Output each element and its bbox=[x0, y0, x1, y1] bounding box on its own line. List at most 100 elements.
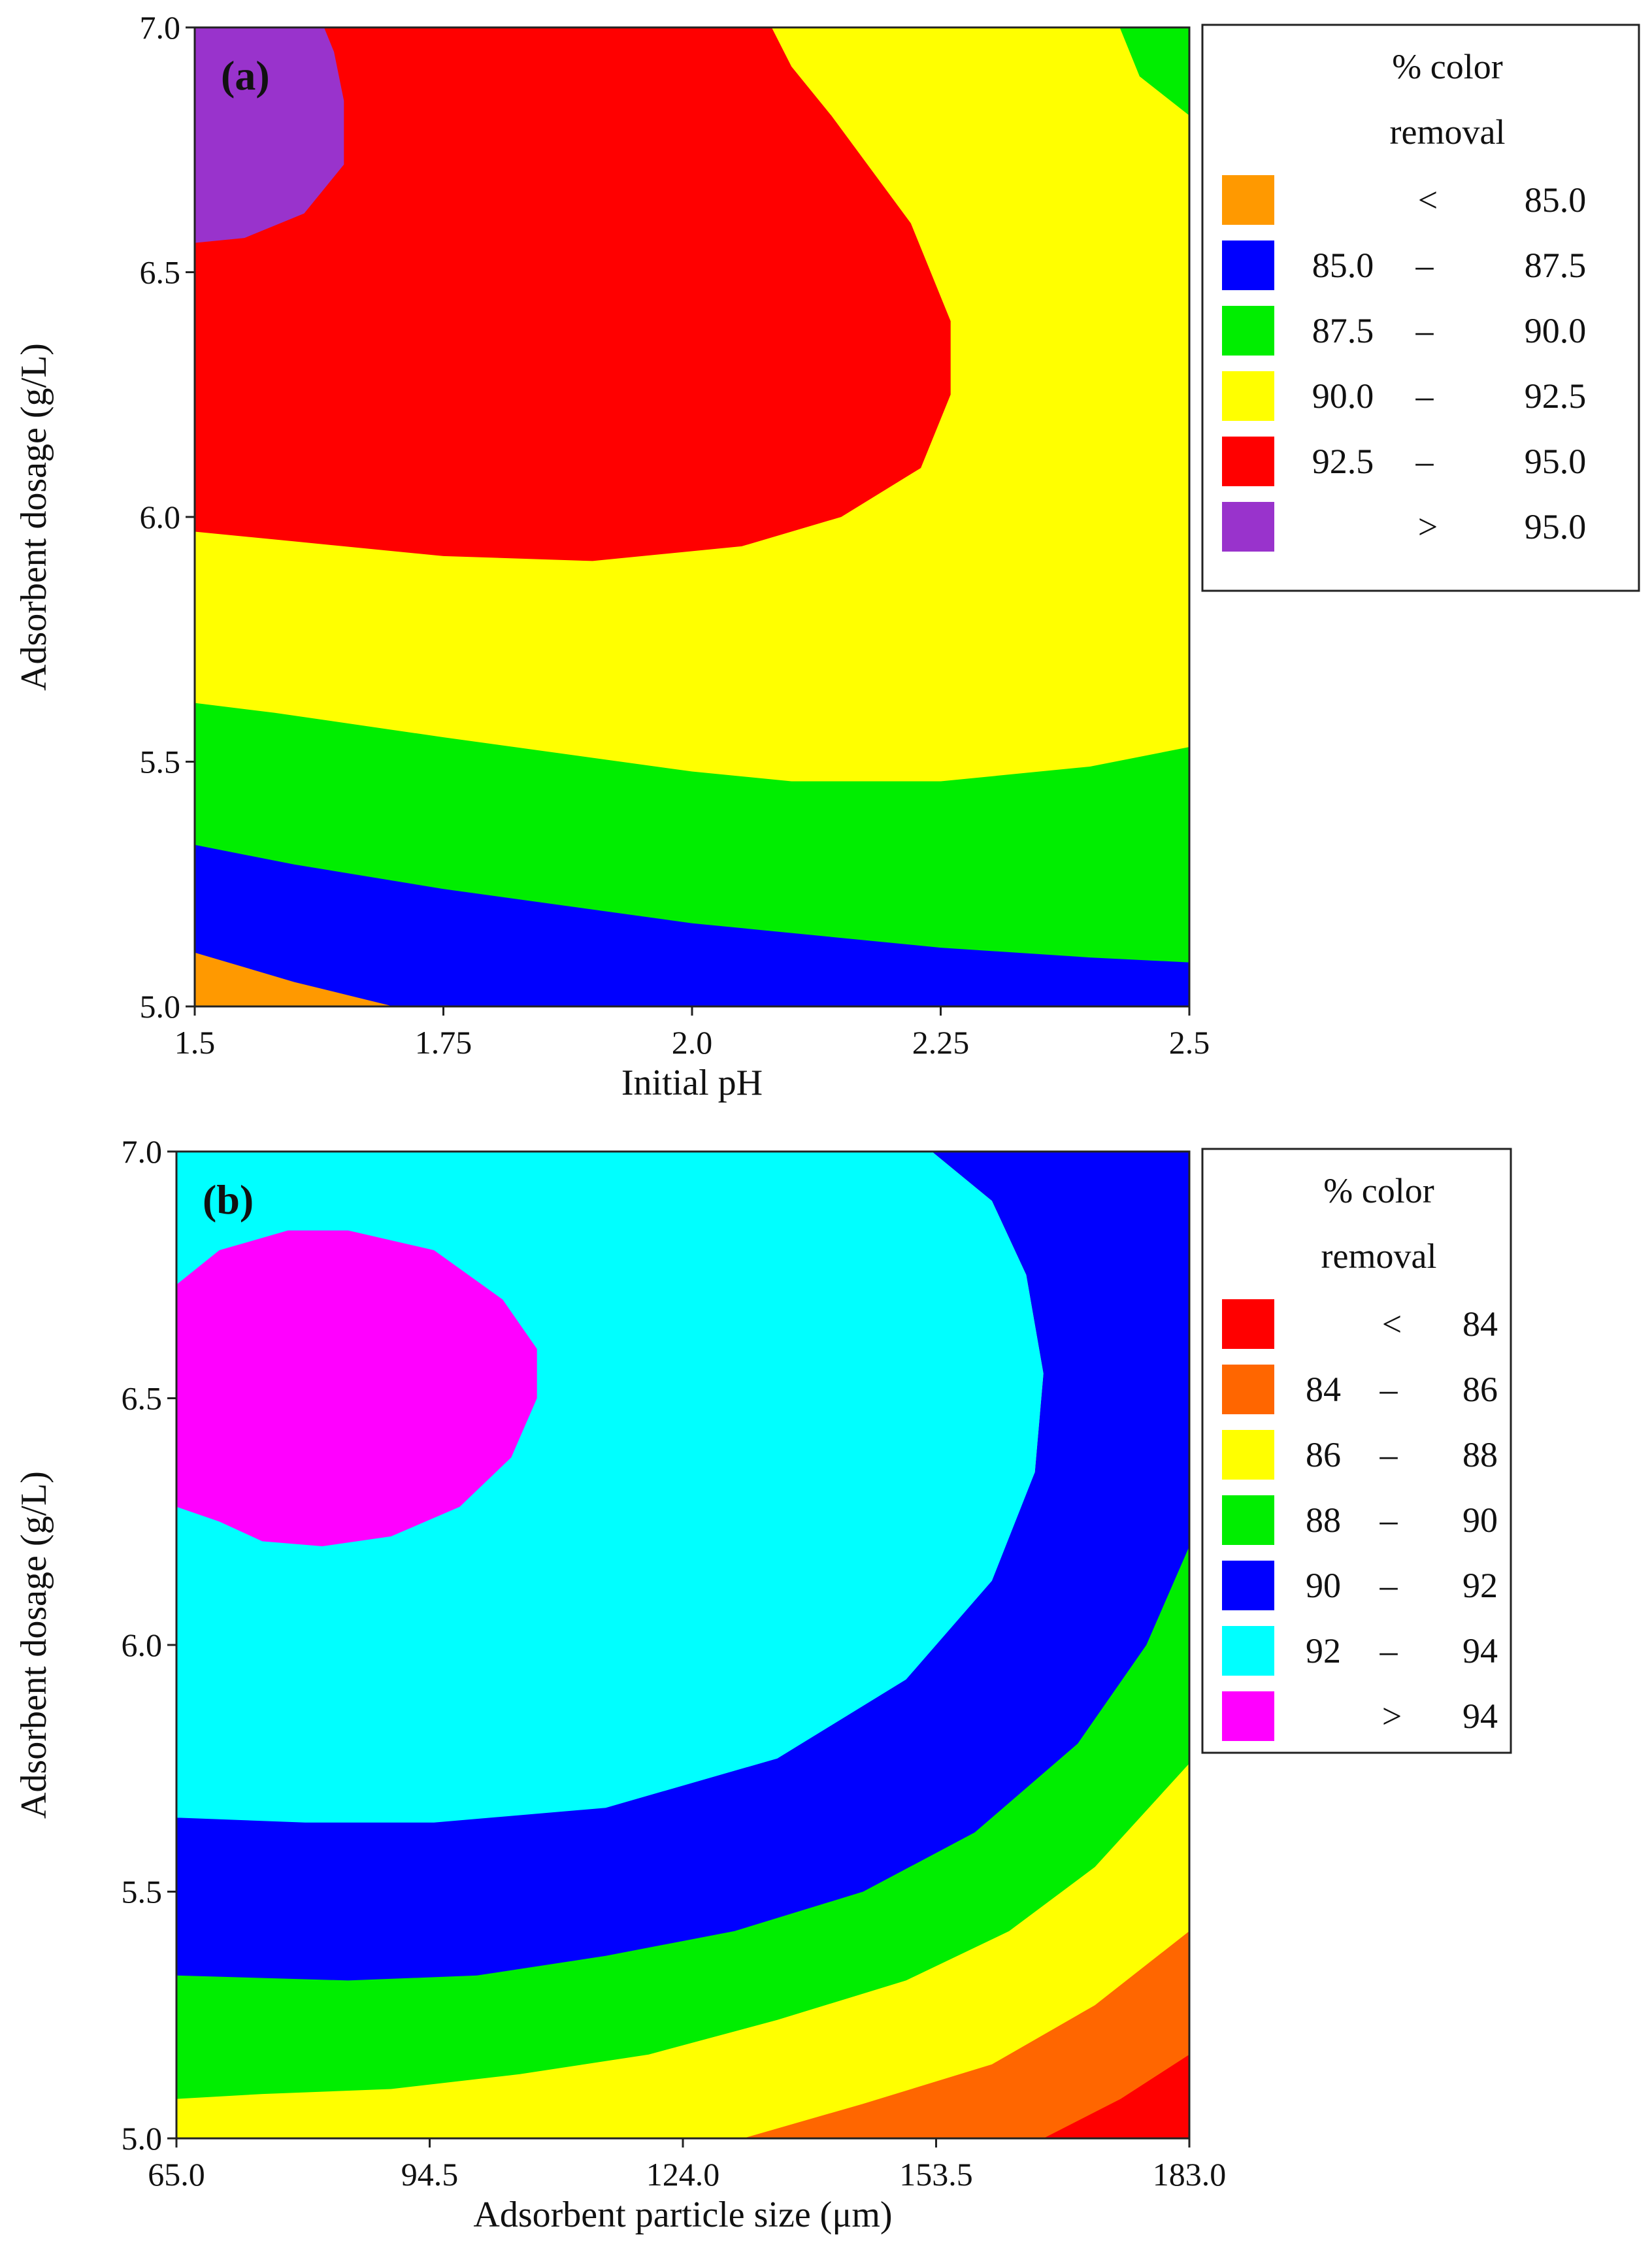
legend-swatch bbox=[1222, 241, 1274, 290]
legend-swatch bbox=[1222, 1561, 1274, 1610]
y-tick-label: 7.0 bbox=[122, 1133, 163, 1170]
legend-range-low: 90 bbox=[1306, 1566, 1341, 1605]
y-tick-label: 7.0 bbox=[140, 9, 181, 46]
y-tick-label: 6.0 bbox=[140, 499, 181, 535]
y-axis-title: Adsorbent dosage (g/L) bbox=[14, 343, 54, 691]
x-tick-label: 1.75 bbox=[415, 1024, 472, 1061]
y-tick-label: 5.5 bbox=[122, 1874, 163, 1910]
x-tick-label: 1.5 bbox=[174, 1024, 216, 1061]
legend-title-line1: % color bbox=[1392, 47, 1502, 86]
contour-panel-a: 1.5 1.75 2.0 2.25 2.5 5.0 5.5 6.0 6.5 7.0 Initial … bbox=[14, 9, 1640, 1103]
y-tick-label: 5.5 bbox=[140, 744, 181, 780]
legend-range-dash: – bbox=[1379, 1566, 1398, 1605]
legend-range-high: 94 bbox=[1462, 1697, 1498, 1736]
legend-range-low: 88 bbox=[1306, 1501, 1341, 1540]
contour-region-4 bbox=[195, 27, 951, 561]
contour-region-2 bbox=[195, 952, 394, 1006]
legend-range-low: 92 bbox=[1306, 1631, 1341, 1670]
y-tick-label: 5.0 bbox=[122, 2120, 163, 2157]
contour-region-5 bbox=[195, 27, 344, 243]
legend-range-dash: – bbox=[1379, 1370, 1398, 1409]
legend-item: <85.0 bbox=[1222, 175, 1586, 225]
legend-swatch bbox=[1222, 1495, 1274, 1545]
x-axis-title: Initial pH bbox=[621, 1063, 763, 1103]
legend-item: 85.0 – 87.5 bbox=[1222, 241, 1586, 290]
legend-item: >94 bbox=[1222, 1691, 1498, 1741]
x-tick-label: 2.0 bbox=[672, 1024, 713, 1061]
legend-range-high: 90 bbox=[1462, 1501, 1498, 1540]
legend-range-dash: – bbox=[1415, 442, 1434, 481]
legend-title-line1: % color bbox=[1323, 1171, 1434, 1210]
x-tick-label: 124.0 bbox=[646, 2156, 720, 2193]
legend-operator: > bbox=[1382, 1697, 1402, 1736]
x-tick-label: 183.0 bbox=[1153, 2156, 1227, 2193]
legend-range-high: 95.0 bbox=[1525, 442, 1587, 481]
legend-swatch bbox=[1222, 1430, 1274, 1480]
legend-range-high: 94 bbox=[1462, 1631, 1498, 1670]
x-tick-label: 94.5 bbox=[401, 2156, 459, 2193]
legend-swatch bbox=[1222, 175, 1274, 225]
contour-panel-b: 65.0 94.5 124.0 153.5 183.0 5.0 5.5 6.0 6.5 7.0 Ad… bbox=[14, 1133, 1512, 2235]
legend-range-high: 95.0 bbox=[1525, 507, 1587, 546]
legend-swatch bbox=[1222, 502, 1274, 552]
legend-item: 90.0 – 92.5 bbox=[1222, 371, 1586, 421]
legend-range-high: 90.0 bbox=[1525, 311, 1587, 350]
contour-region-1 bbox=[195, 844, 1189, 1006]
y-tick-label: 5.0 bbox=[140, 988, 181, 1025]
legend-range-high: 88 bbox=[1462, 1435, 1498, 1474]
legend-swatch bbox=[1222, 1365, 1274, 1414]
contour-region-0 bbox=[742, 1931, 1189, 2138]
contour-region-3 bbox=[176, 1152, 1189, 1981]
legend-swatch bbox=[1222, 306, 1274, 356]
legend-swatch bbox=[1222, 1299, 1274, 1349]
legend-swatch bbox=[1222, 1626, 1274, 1676]
legend-range-high: 92 bbox=[1462, 1566, 1498, 1605]
legend-item: 86– 88 bbox=[1222, 1430, 1498, 1480]
legend-operator: < bbox=[1418, 180, 1438, 220]
legend-item: 90– 92 bbox=[1222, 1561, 1498, 1610]
x-tick-label: 2.25 bbox=[912, 1024, 970, 1061]
legend-range-high: 84 bbox=[1462, 1304, 1498, 1344]
legend-item: 92.5 – 95.0 bbox=[1222, 437, 1586, 486]
legend-frame bbox=[1201, 24, 1640, 592]
panel-label: (b) bbox=[203, 1176, 254, 1223]
legend-swatch bbox=[1222, 1691, 1274, 1741]
legend-swatch bbox=[1222, 371, 1274, 421]
y-tick-label: 6.0 bbox=[122, 1627, 163, 1663]
legend-title-line2: removal bbox=[1390, 112, 1506, 152]
legend-item: 84– 86 bbox=[1222, 1365, 1498, 1414]
legend-range-low: 85.0 bbox=[1312, 246, 1374, 285]
legend-range-dash: – bbox=[1415, 376, 1434, 416]
y-tick-label: 6.5 bbox=[122, 1380, 163, 1417]
y-axis-title: Adsorbent dosage (g/L) bbox=[14, 1471, 54, 1819]
legend-item: 92– 94 bbox=[1222, 1626, 1498, 1676]
legend-range-dash: – bbox=[1379, 1501, 1398, 1540]
legend-range-low: 92.5 bbox=[1312, 442, 1374, 481]
legend-range-low: 87.5 bbox=[1312, 311, 1374, 350]
legend-range-dash: – bbox=[1379, 1631, 1398, 1670]
x-tick-label: 2.5 bbox=[1169, 1024, 1210, 1061]
legend-range-high: 87.5 bbox=[1525, 246, 1587, 285]
x-tick-label: 65.0 bbox=[148, 2156, 205, 2193]
legend-range-low: 90.0 bbox=[1312, 376, 1374, 416]
x-tick-label: 153.5 bbox=[899, 2156, 973, 2193]
panel-label: (a) bbox=[221, 52, 270, 99]
legend-range-dash: – bbox=[1379, 1435, 1398, 1474]
x-axis-title: Adsorbent particle size (μm) bbox=[473, 2195, 892, 2235]
legend-operator: > bbox=[1418, 507, 1438, 546]
legend-range-dash: – bbox=[1415, 246, 1434, 285]
legend-range-low: 84 bbox=[1306, 1370, 1341, 1409]
legend-range-low: 86 bbox=[1306, 1435, 1341, 1474]
legend-range-high: 92.5 bbox=[1525, 376, 1587, 416]
contour-region-3 bbox=[1119, 27, 1189, 116]
legend-operator: < bbox=[1382, 1304, 1402, 1344]
legend-swatch bbox=[1222, 437, 1274, 486]
legend-item: >95.0 bbox=[1222, 502, 1586, 552]
y-tick-label: 6.5 bbox=[140, 254, 181, 291]
legend-item: 87.5 – 90.0 bbox=[1222, 306, 1586, 356]
legend-item: 88– 90 bbox=[1222, 1495, 1498, 1545]
legend-title-line2: removal bbox=[1321, 1236, 1437, 1276]
